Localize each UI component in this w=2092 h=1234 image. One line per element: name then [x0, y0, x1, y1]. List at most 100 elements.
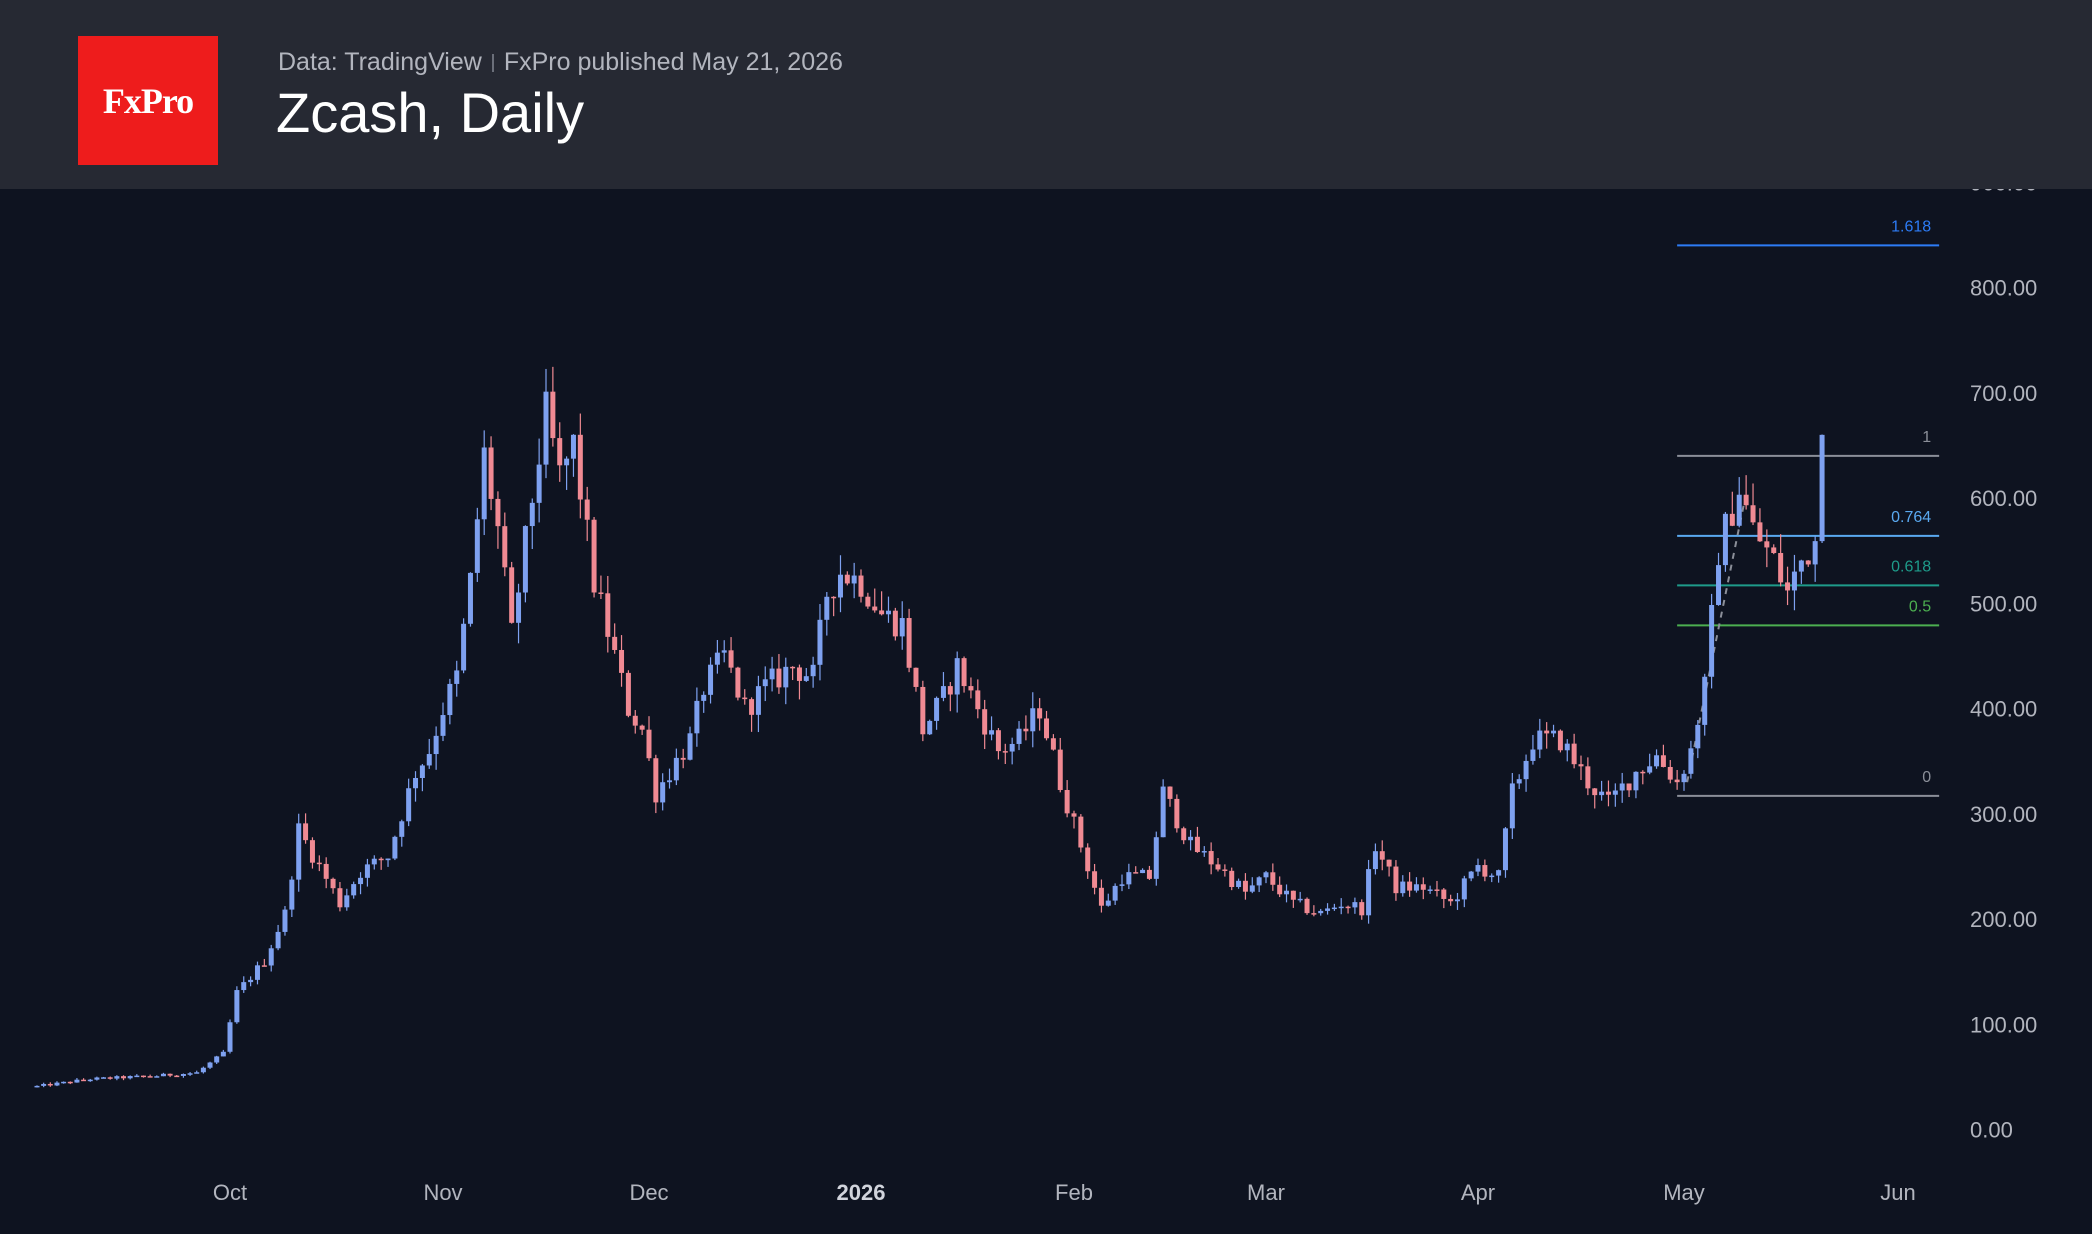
- candle-body: [1633, 771, 1639, 791]
- candle-body: [577, 434, 583, 500]
- candle-body: [261, 965, 267, 967]
- candle-body: [975, 690, 981, 710]
- candle-body: [241, 982, 247, 991]
- candle-body: [282, 909, 288, 932]
- candle-body: [154, 1076, 160, 1078]
- candle-body: [1660, 755, 1666, 767]
- candle-body: [1764, 541, 1770, 548]
- candle-body: [1496, 870, 1502, 876]
- candle-body: [625, 672, 631, 716]
- candle-body: [87, 1079, 93, 1082]
- candle-body: [721, 650, 727, 653]
- candle-body: [1236, 880, 1242, 887]
- candle-body: [1393, 866, 1399, 894]
- candle-body: [619, 649, 625, 673]
- candle-body: [1785, 582, 1791, 591]
- candle-body: [708, 664, 714, 695]
- candle-body: [248, 979, 254, 983]
- candle-body: [1325, 908, 1331, 911]
- candle-body: [892, 610, 898, 637]
- candle-body: [114, 1076, 120, 1079]
- candle-body: [399, 821, 405, 837]
- chart-title: Zcash, Daily: [276, 81, 585, 144]
- candle-body: [1270, 872, 1276, 885]
- candle-body: [207, 1062, 213, 1068]
- candle-body: [920, 686, 926, 735]
- candle-body: [41, 1083, 47, 1086]
- x-tick-label: Jun: [1880, 1180, 1915, 1205]
- candle-body: [1695, 724, 1701, 749]
- candle-body: [1331, 907, 1337, 910]
- candle-body: [1702, 676, 1708, 725]
- candle-body: [1030, 708, 1036, 732]
- candle-body: [509, 567, 515, 623]
- candle-body: [1605, 791, 1611, 795]
- candle-body: [1778, 553, 1784, 583]
- candle-body: [1188, 836, 1194, 841]
- candle-body: [1386, 859, 1392, 867]
- candle-body: [1105, 900, 1111, 906]
- candle-body: [667, 780, 673, 783]
- candle-body: [167, 1073, 173, 1076]
- candle-body: [1619, 783, 1625, 791]
- candle-body: [1489, 875, 1495, 878]
- y-tick-label: 600.00: [1970, 486, 2037, 511]
- candle-body: [1016, 728, 1022, 744]
- candle-body: [865, 596, 871, 607]
- candle-body: [1578, 764, 1584, 767]
- candle-body: [885, 610, 891, 615]
- y-tick-label: 800.00: [1970, 276, 2037, 301]
- candle-body: [309, 840, 315, 863]
- candle-body: [392, 836, 398, 859]
- publish-info: FxPro published May 21, 2026: [503, 48, 843, 76]
- candle-body: [454, 670, 460, 684]
- candle-body: [755, 686, 761, 715]
- candle-body: [769, 668, 775, 680]
- candle-body: [1064, 789, 1070, 814]
- candle-body: [1461, 878, 1467, 900]
- candle-body: [371, 858, 377, 865]
- candle-body: [1805, 560, 1811, 565]
- candle-body: [612, 636, 618, 650]
- candle-body: [1757, 522, 1763, 542]
- price-chart: 0.00 100.00 200.00 300.00 400.00 500.00 600.00…: [34, 189, 2037, 1205]
- candle-body: [989, 730, 995, 735]
- candle-body: [74, 1079, 80, 1083]
- fib-level-label: 0.5: [1909, 598, 1931, 615]
- candle-body: [653, 758, 659, 803]
- candle-body: [913, 667, 919, 687]
- candle-body: [433, 735, 439, 755]
- candle-body: [1674, 779, 1680, 783]
- candle-body: [127, 1076, 133, 1079]
- candle-body: [1284, 890, 1290, 895]
- candle-body: [234, 990, 240, 1023]
- candle-body: [858, 575, 864, 597]
- candle-body: [303, 823, 309, 841]
- candle-body: [1345, 906, 1351, 909]
- candle-body: [1434, 889, 1440, 891]
- candle-body: [1537, 730, 1543, 750]
- candle-body: [467, 572, 473, 624]
- candle-body: [701, 694, 707, 701]
- x-tick-label: Nov: [423, 1180, 462, 1205]
- candle-body: [680, 757, 686, 760]
- candle-body: [1407, 881, 1413, 891]
- candle-body: [364, 864, 370, 878]
- candle-body: [790, 666, 796, 669]
- candle-body: [54, 1082, 60, 1086]
- candle-body: [1544, 730, 1550, 734]
- candle-body: [1126, 872, 1132, 885]
- candle-body: [1263, 872, 1269, 878]
- candle-body: [254, 965, 260, 980]
- candle-body: [461, 623, 467, 671]
- candle-body: [776, 668, 782, 688]
- x-tick-label: Oct: [213, 1180, 247, 1205]
- candle-body: [174, 1075, 180, 1078]
- candle-body: [1709, 604, 1715, 677]
- candle-body: [1379, 851, 1385, 860]
- candle-body: [47, 1083, 53, 1086]
- candle-body: [385, 858, 391, 861]
- candle-body: [1338, 906, 1344, 909]
- candle-body: [1359, 902, 1365, 916]
- x-tick-label: May: [1663, 1180, 1705, 1205]
